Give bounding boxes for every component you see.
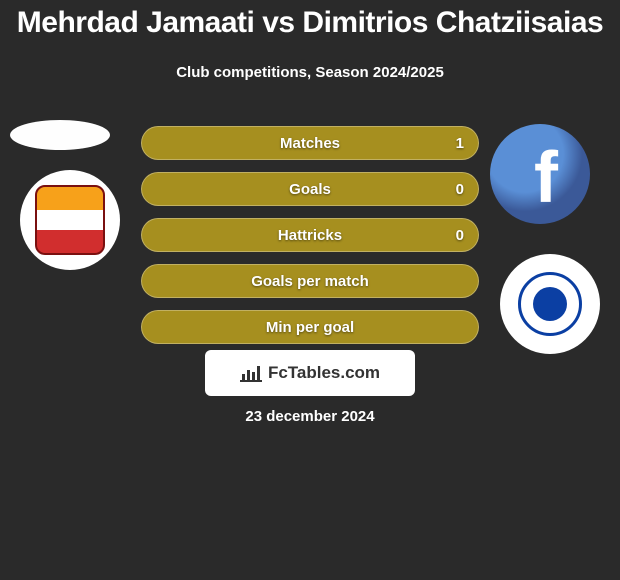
date-label: 23 december 2024 xyxy=(0,408,620,425)
stat-pill: Hattricks 0 xyxy=(141,218,479,252)
stat-row-hattricks: Hattricks 0 xyxy=(0,212,620,258)
subtitle: Club competitions, Season 2024/2025 xyxy=(0,64,620,81)
stat-pill: Goals per match xyxy=(141,264,479,298)
bar-chart-icon xyxy=(240,364,262,382)
stat-row-goals-per-match: Goals per match xyxy=(0,258,620,304)
stat-right-value: 1 xyxy=(456,135,464,152)
stat-row-min-per-goal: Min per goal xyxy=(0,304,620,350)
stat-row-goals: Goals 0 xyxy=(0,166,620,212)
stat-pill: Goals 0 xyxy=(141,172,479,206)
stat-label: Goals per match xyxy=(251,273,369,290)
stat-label: Min per goal xyxy=(266,319,354,336)
brand-name: FcTables.com xyxy=(268,363,380,383)
stat-label: Hattricks xyxy=(278,227,342,244)
page-title: Mehrdad Jamaati vs Dimitrios Chatziisaia… xyxy=(0,0,620,40)
stat-pill: Matches 1 xyxy=(141,126,479,160)
stats-container: Matches 1 Goals 0 Hattricks 0 Goals per … xyxy=(0,120,620,350)
brand-logo[interactable]: FcTables.com xyxy=(205,350,415,396)
stat-label: Matches xyxy=(280,135,340,152)
stat-label: Goals xyxy=(289,181,331,198)
stat-right-value: 0 xyxy=(456,227,464,244)
stat-right-value: 0 xyxy=(456,181,464,198)
stat-pill: Min per goal xyxy=(141,310,479,344)
stat-row-matches: Matches 1 xyxy=(0,120,620,166)
